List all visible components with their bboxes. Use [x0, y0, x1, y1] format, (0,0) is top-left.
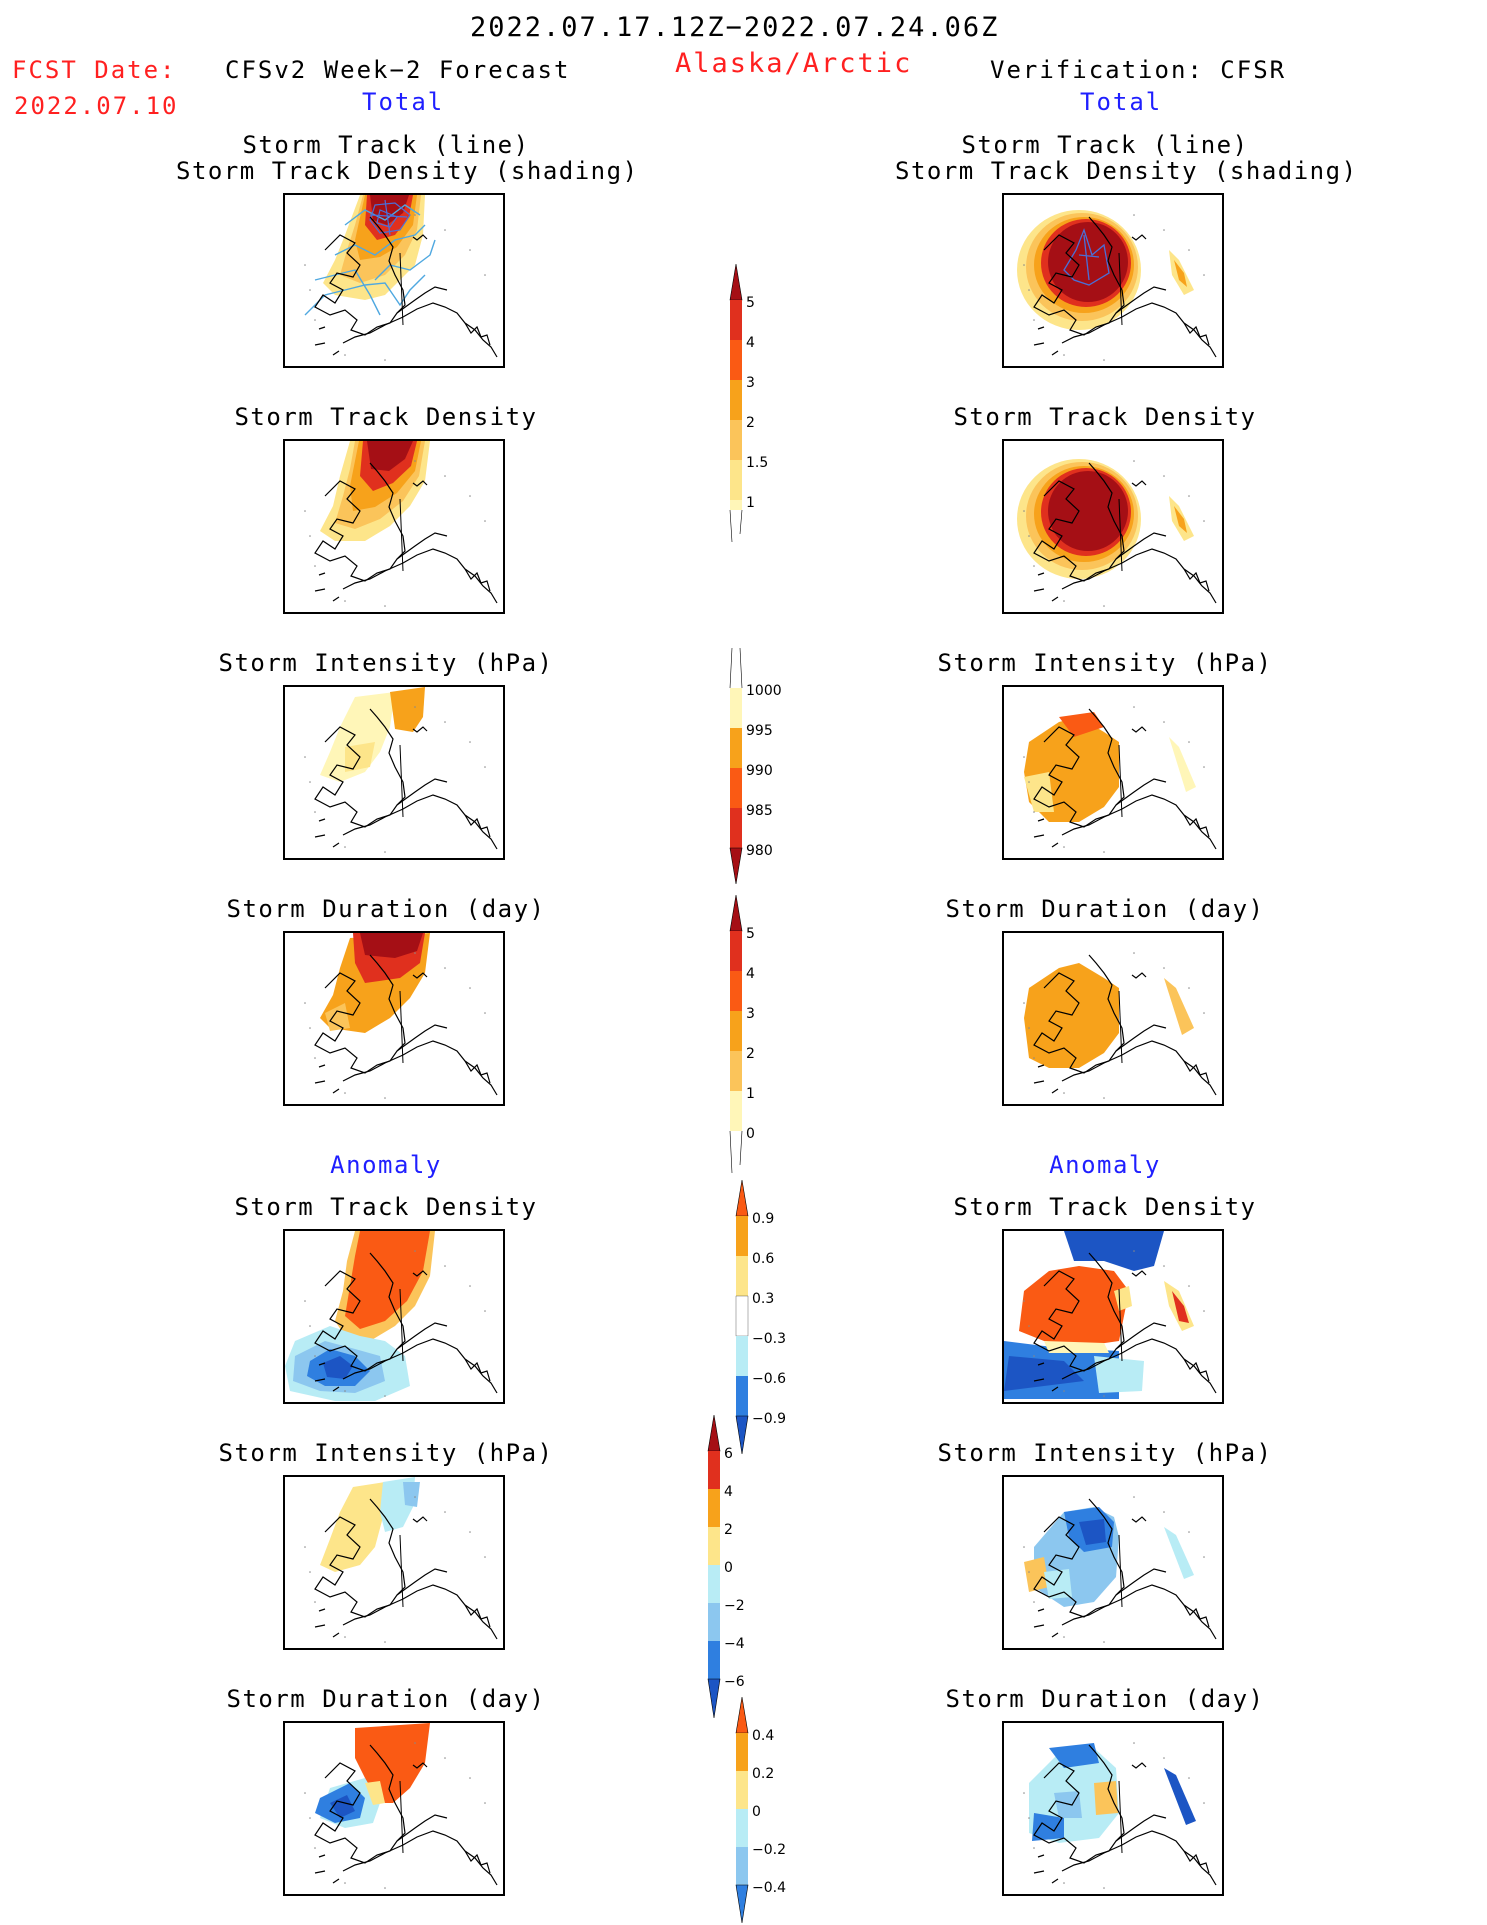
tick-label: 1.5 — [746, 455, 768, 471]
right-intensity-map — [1002, 685, 1224, 860]
tick-label: 6 — [724, 1446, 733, 1462]
right-duration-map — [1002, 931, 1224, 1106]
tick-label: 1000 — [746, 683, 782, 699]
right-total-label: Total — [1080, 88, 1163, 116]
right-anom-intensity-title: Storm Intensity (hPa) — [937, 1439, 1273, 1467]
tick-label: −0.2 — [752, 1842, 786, 1858]
tick-label: 0 — [752, 1804, 761, 1820]
tick-label: 0.9 — [752, 1211, 774, 1227]
right-duration-title: Storm Duration (day) — [945, 895, 1265, 923]
tick-label: −0.4 — [752, 1880, 786, 1896]
left-duration-title: Storm Duration (day) — [226, 895, 546, 923]
right-anom-density-title: Storm Track Density — [953, 1193, 1257, 1221]
left-density-map — [283, 439, 505, 614]
left-anom-intensity-map — [283, 1475, 505, 1650]
tick-label: 0 — [746, 1126, 755, 1142]
tick-label: 4 — [746, 966, 755, 982]
tick-label: 5 — [746, 295, 755, 311]
right-intensity-title: Storm Intensity (hPa) — [937, 649, 1273, 677]
tick-label: 0.4 — [752, 1728, 774, 1744]
left-duration-map — [283, 931, 505, 1106]
tick-label: 0.6 — [752, 1251, 774, 1267]
colorbar-intensity-total: 1000 995 990 985 980 — [729, 648, 782, 885]
region-title: Alaska/Arctic — [675, 48, 913, 79]
tick-label: 3 — [746, 375, 755, 391]
colorbar-density-total: 5 4 3 2 1.5 1 — [729, 263, 768, 543]
tick-label: 0 — [724, 1560, 733, 1576]
left-density-title: Storm Track Density — [234, 403, 538, 431]
tick-label: −6 — [724, 1674, 745, 1690]
left-model-title: CFSv2 Week−2 Forecast — [225, 56, 571, 84]
colorbar-density-anomaly: 0.9 0.6 0.3 −0.3 −0.6 −0.9 — [735, 1179, 786, 1455]
right-anomaly-label: Anomaly — [1049, 1151, 1161, 1179]
left-anom-density-map — [283, 1229, 505, 1404]
right-anom-density-map — [1002, 1229, 1224, 1404]
tick-label: −2 — [724, 1598, 745, 1614]
left-track-map — [283, 193, 505, 368]
tick-label: 4 — [746, 335, 755, 351]
colorbar-duration-total: 5 4 3 2 1 0 — [729, 894, 755, 1174]
fcst-date-label: FCST Date: — [12, 56, 177, 84]
tick-label: 1 — [746, 495, 755, 511]
right-track-line-title: Storm Track (line) — [961, 131, 1249, 159]
tick-label: 1 — [746, 1086, 755, 1102]
right-density-title: Storm Track Density — [953, 403, 1257, 431]
colorbar-duration-anomaly: 0.4 0.2 0 −0.2 −0.4 — [735, 1696, 786, 1924]
left-anom-duration-map — [283, 1721, 505, 1896]
left-total-label: Total — [362, 88, 445, 116]
right-density-map — [1002, 439, 1224, 614]
cb-density-total-ticks: 5 4 3 2 1.5 1 — [746, 295, 768, 511]
tick-label: −0.9 — [752, 1411, 786, 1427]
left-anom-intensity-title: Storm Intensity (hPa) — [218, 1439, 554, 1467]
tick-label: 995 — [746, 723, 773, 739]
right-anom-duration-title: Storm Duration (day) — [945, 1685, 1265, 1713]
left-anom-duration-title: Storm Duration (day) — [226, 1685, 546, 1713]
colorbar-intensity-anomaly: 6 4 2 0 −2 −4 −6 — [707, 1414, 745, 1719]
tick-label: −4 — [724, 1636, 745, 1652]
left-track-shading-title: Storm Track Density (shading) — [176, 157, 639, 185]
tick-label: 3 — [746, 1006, 755, 1022]
left-intensity-title: Storm Intensity (hPa) — [218, 649, 554, 677]
left-anom-density-title: Storm Track Density — [234, 1193, 538, 1221]
tick-label: 2 — [746, 1046, 755, 1062]
right-anom-intensity-map — [1002, 1475, 1224, 1650]
right-model-title: Verification: CFSR — [990, 56, 1287, 84]
tick-label: 5 — [746, 926, 755, 942]
left-track-line-title: Storm Track (line) — [242, 131, 530, 159]
left-anomaly-label: Anomaly — [330, 1151, 442, 1179]
right-track-shading-title: Storm Track Density (shading) — [895, 157, 1358, 185]
tick-label: −0.6 — [752, 1371, 786, 1387]
tick-label: 985 — [746, 803, 773, 819]
right-anom-duration-map — [1002, 1721, 1224, 1896]
tick-label: 2 — [746, 415, 755, 431]
fcst-date-value: 2022.07.10 — [14, 92, 179, 120]
tick-label: 980 — [746, 843, 773, 859]
tick-label: 4 — [724, 1484, 733, 1500]
tick-label: 0.3 — [752, 1291, 774, 1307]
tick-label: 2 — [724, 1522, 733, 1538]
tick-label: 990 — [746, 763, 773, 779]
left-intensity-map — [283, 685, 505, 860]
valid-period: 2022.07.17.12Z−2022.07.24.06Z — [470, 12, 1000, 43]
right-track-map — [1002, 193, 1224, 368]
tick-label: −0.3 — [752, 1331, 786, 1347]
tick-label: 0.2 — [752, 1766, 774, 1782]
